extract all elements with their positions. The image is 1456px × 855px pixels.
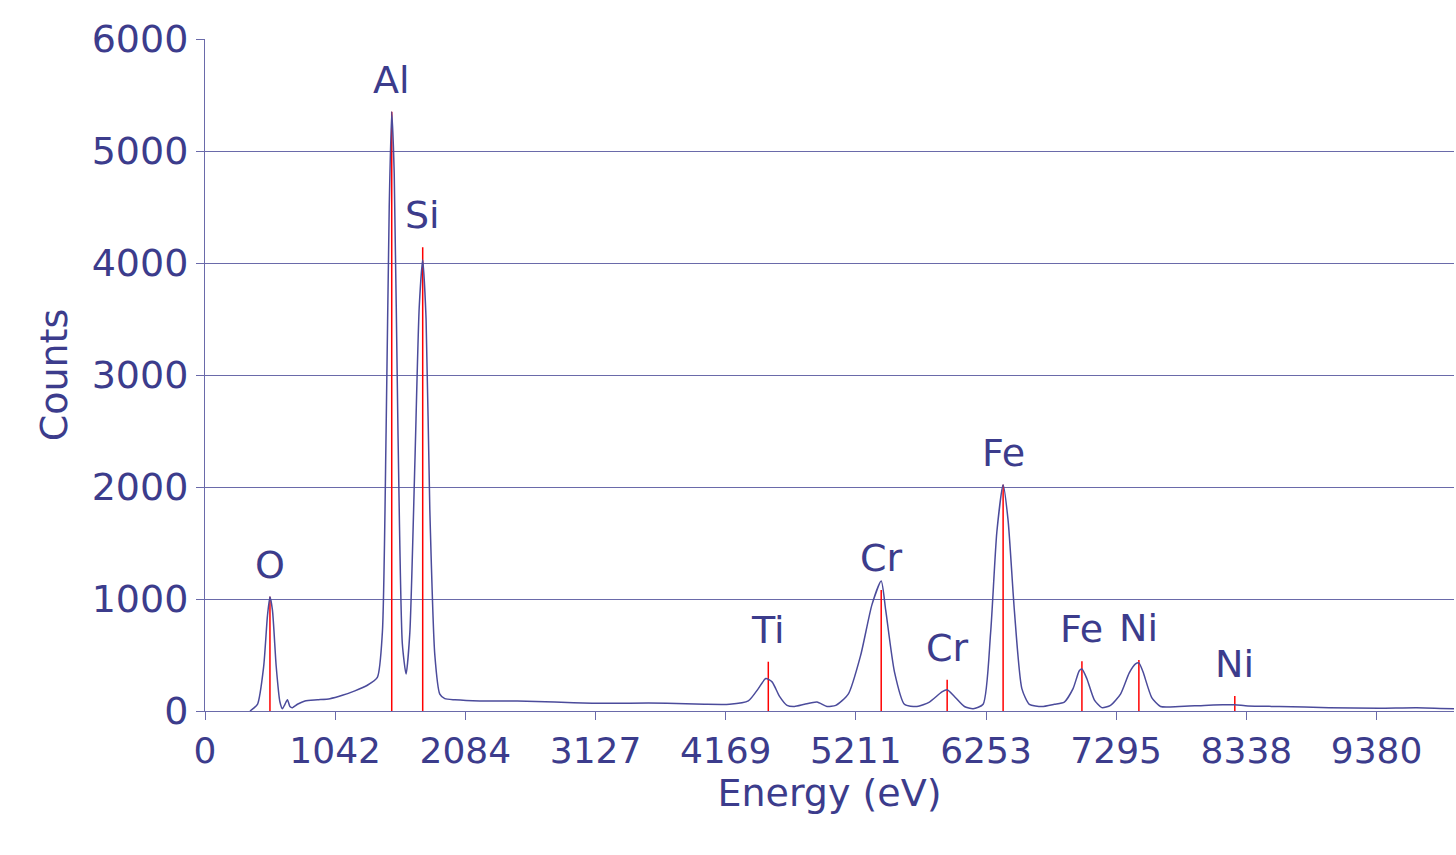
svg-text:Ni: Ni xyxy=(1215,642,1254,686)
svg-text:6253: 6253 xyxy=(940,730,1032,771)
svg-text:Ti: Ti xyxy=(751,608,785,652)
svg-text:8338: 8338 xyxy=(1201,730,1293,771)
svg-text:Cr: Cr xyxy=(926,626,969,670)
svg-text:Al: Al xyxy=(373,58,410,102)
svg-text:4169: 4169 xyxy=(680,730,772,771)
svg-text:3000: 3000 xyxy=(92,353,189,397)
svg-text:1042: 1042 xyxy=(289,730,381,771)
svg-text:Counts: Counts xyxy=(32,309,76,442)
svg-text:2000: 2000 xyxy=(92,465,189,509)
svg-text:1000: 1000 xyxy=(92,577,189,621)
svg-text:5000: 5000 xyxy=(92,129,189,173)
svg-text:6000: 6000 xyxy=(92,17,189,61)
svg-text:0: 0 xyxy=(164,689,188,733)
svg-text:Cr: Cr xyxy=(860,536,903,580)
svg-text:Si: Si xyxy=(405,193,440,237)
svg-text:9380: 9380 xyxy=(1331,730,1423,771)
svg-text:5211: 5211 xyxy=(810,730,902,771)
svg-text:Energy (eV): Energy (eV) xyxy=(717,771,941,815)
svg-text:0: 0 xyxy=(194,730,217,771)
svg-text:2084: 2084 xyxy=(419,730,511,771)
svg-text:Fe: Fe xyxy=(1060,607,1103,651)
svg-text:4000: 4000 xyxy=(92,241,189,285)
svg-text:O: O xyxy=(255,543,285,587)
svg-text:7295: 7295 xyxy=(1070,730,1162,771)
svg-text:Ni: Ni xyxy=(1119,606,1158,650)
svg-text:3127: 3127 xyxy=(550,730,642,771)
svg-text:Fe: Fe xyxy=(982,431,1025,475)
